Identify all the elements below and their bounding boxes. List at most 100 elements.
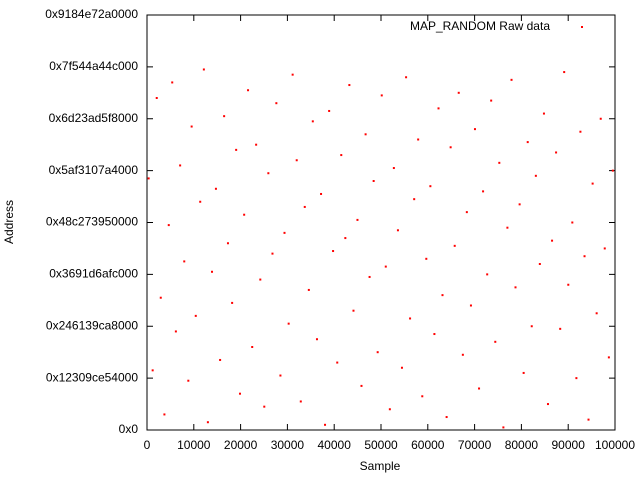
point bbox=[437, 107, 440, 110]
y-tick-label: 0x48c273950000 bbox=[46, 215, 138, 229]
point bbox=[263, 405, 266, 408]
y-tick-label: 0x246139ca8000 bbox=[46, 318, 138, 332]
point bbox=[534, 174, 537, 177]
point bbox=[599, 117, 602, 120]
point bbox=[307, 288, 310, 291]
point bbox=[490, 99, 493, 102]
point bbox=[179, 164, 182, 167]
x-tick-label: 70000 bbox=[458, 438, 492, 452]
point bbox=[400, 366, 403, 369]
x-tick-label: 10000 bbox=[177, 438, 211, 452]
y-tick-label: 0x6d23ad5f8000 bbox=[49, 111, 139, 125]
point bbox=[494, 340, 497, 343]
point bbox=[376, 351, 379, 354]
point bbox=[546, 403, 549, 406]
point bbox=[311, 120, 314, 123]
point bbox=[364, 133, 367, 136]
point bbox=[486, 273, 489, 276]
x-tick-label: 20000 bbox=[224, 438, 258, 452]
point bbox=[275, 102, 278, 105]
x-tick-label: 0 bbox=[144, 438, 151, 452]
point bbox=[392, 167, 395, 170]
point bbox=[433, 333, 436, 336]
point bbox=[478, 387, 481, 390]
point bbox=[251, 346, 254, 348]
point bbox=[287, 322, 290, 325]
point bbox=[151, 369, 154, 372]
point bbox=[211, 270, 214, 273]
point bbox=[247, 89, 250, 92]
point bbox=[575, 377, 578, 380]
point bbox=[538, 263, 541, 265]
x-tick-label: 100000 bbox=[595, 438, 635, 452]
point bbox=[303, 205, 306, 208]
point bbox=[295, 159, 298, 162]
point bbox=[579, 130, 582, 133]
point bbox=[405, 76, 408, 79]
point bbox=[465, 211, 468, 214]
point bbox=[167, 224, 170, 227]
point bbox=[453, 244, 456, 247]
y-tick-label: 0x7f544a44c000 bbox=[49, 59, 138, 73]
point bbox=[457, 91, 460, 94]
point bbox=[583, 255, 586, 258]
point bbox=[542, 112, 545, 115]
point bbox=[567, 283, 570, 286]
point bbox=[591, 182, 594, 185]
y-tick-label: 0x12309ce54000 bbox=[46, 370, 138, 384]
point bbox=[449, 146, 452, 149]
point bbox=[421, 395, 424, 398]
point bbox=[384, 265, 387, 268]
point bbox=[441, 294, 444, 297]
point bbox=[473, 128, 476, 131]
point bbox=[219, 358, 222, 361]
point bbox=[324, 423, 327, 426]
point bbox=[360, 384, 363, 387]
point bbox=[348, 84, 351, 87]
point bbox=[183, 260, 186, 263]
point bbox=[187, 379, 190, 382]
point bbox=[551, 239, 554, 242]
point bbox=[502, 426, 505, 429]
point bbox=[518, 203, 521, 206]
point bbox=[413, 198, 416, 201]
y-tick-label: 0x9184e72a0000 bbox=[45, 7, 138, 21]
point bbox=[380, 94, 383, 97]
point bbox=[559, 327, 562, 330]
point bbox=[563, 71, 566, 74]
point bbox=[171, 81, 174, 84]
point bbox=[194, 314, 197, 317]
point bbox=[271, 252, 274, 255]
point bbox=[555, 151, 558, 154]
point bbox=[206, 421, 209, 424]
point bbox=[445, 416, 448, 419]
point bbox=[526, 141, 529, 144]
point bbox=[332, 250, 335, 253]
point bbox=[356, 218, 359, 221]
point bbox=[174, 330, 177, 333]
point bbox=[238, 392, 241, 395]
point bbox=[514, 286, 517, 289]
point bbox=[235, 148, 238, 151]
point bbox=[279, 374, 282, 377]
point bbox=[336, 361, 339, 364]
point bbox=[372, 180, 375, 182]
point bbox=[595, 312, 598, 315]
point bbox=[231, 301, 234, 304]
x-tick-label: 50000 bbox=[364, 438, 398, 452]
point bbox=[147, 177, 150, 180]
point bbox=[417, 138, 420, 141]
point bbox=[259, 278, 262, 281]
x-tick-label: 80000 bbox=[505, 438, 539, 452]
point bbox=[498, 161, 501, 164]
point bbox=[163, 413, 166, 416]
point bbox=[214, 187, 217, 190]
point bbox=[510, 78, 513, 81]
point bbox=[409, 317, 412, 320]
point bbox=[344, 237, 347, 240]
point bbox=[267, 172, 270, 175]
y-tick-label: 0x3691d6afc000 bbox=[49, 267, 138, 281]
x-tick-label: 90000 bbox=[552, 438, 586, 452]
point bbox=[603, 247, 606, 250]
